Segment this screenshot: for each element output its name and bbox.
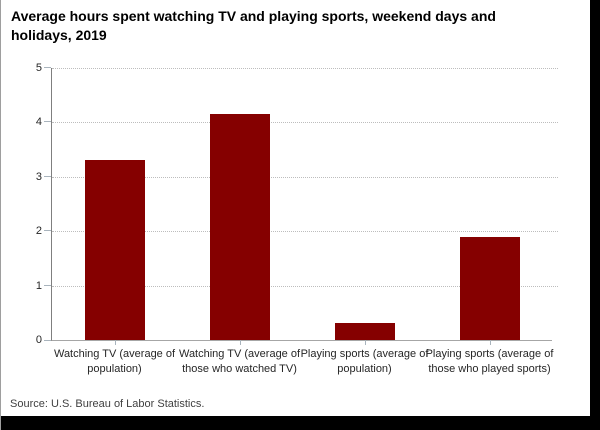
frame-right-border — [590, 0, 600, 430]
x-axis-label-1: Watching TV (average of population) — [53, 348, 176, 375]
y-axis-tick-4 — [44, 121, 51, 123]
x-axis-tick-3 — [364, 340, 366, 345]
plot-area: 0 1 2 3 4 5 Watching TV (average of population… — [36, 62, 558, 375]
y-axis-label-3: 3 — [35, 170, 42, 183]
y-axis-label-2: 2 — [35, 225, 42, 238]
bar-2 — [209, 114, 270, 340]
y-axis-tick-2 — [44, 230, 51, 232]
chart-title: Average hours spent watching TV and play… — [11, 8, 496, 44]
y-axis-tick-3 — [44, 175, 51, 177]
y-axis-label-5: 5 — [35, 62, 42, 74]
source-note: Source: U.S. Bureau of Labor Statistics. — [10, 398, 205, 410]
x-axis-label-4: Playing sports (average of those who pla… — [425, 348, 554, 375]
y-axis-label-1: 1 — [35, 279, 42, 292]
y-axis-label-0: 0 — [35, 334, 42, 346]
gridline-y3 — [52, 176, 558, 178]
bar-3 — [334, 322, 395, 340]
frame-bottom-border — [1, 416, 600, 430]
x-axis-tick-4 — [489, 340, 491, 345]
y-axis-tick-1 — [44, 284, 51, 286]
bar-1 — [84, 160, 145, 340]
bar-4 — [459, 236, 520, 340]
y-axis-tick-0 — [44, 340, 51, 341]
x-axis-tick-2 — [239, 340, 241, 345]
x-axis-tick-1 — [114, 340, 116, 345]
gridline-y4 — [52, 122, 558, 124]
x-axis-label-2: Watching TV (average of those who watche… — [178, 348, 301, 375]
y-axis-tick-5 — [44, 67, 51, 68]
y-axis-label-4: 4 — [35, 116, 42, 129]
x-axis-label-3: Playing sports (average of population) — [300, 348, 429, 375]
gridline-y1 — [52, 285, 558, 287]
gridline-y2 — [52, 231, 558, 233]
gridline-y5 — [52, 68, 558, 69]
